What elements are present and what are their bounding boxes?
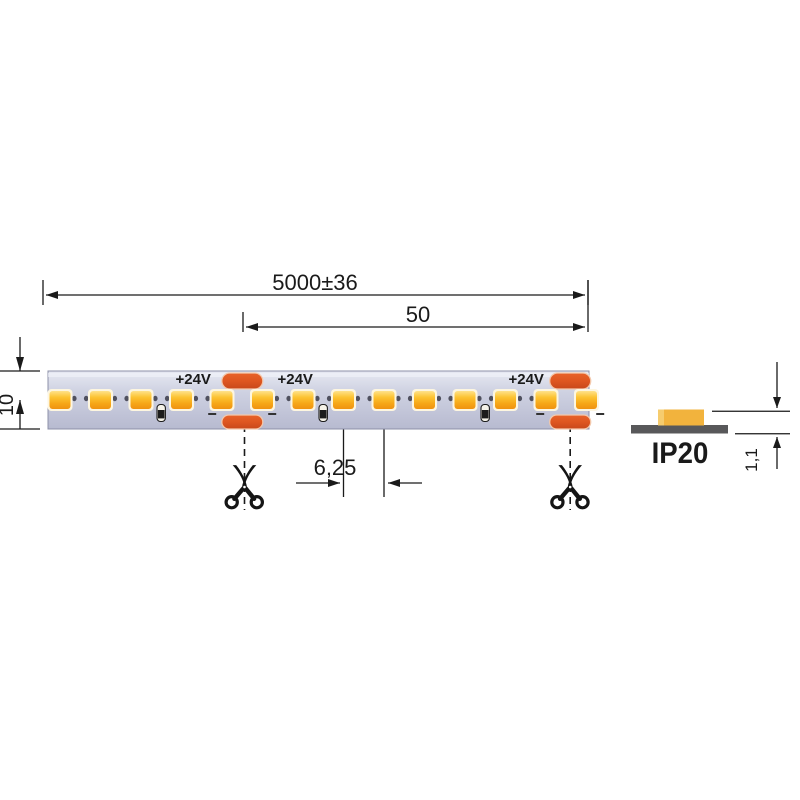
svg-text:+24V: +24V	[508, 371, 543, 388]
svg-text:5000±36: 5000±36	[272, 270, 358, 295]
svg-text:+24V: +24V	[277, 371, 312, 388]
svg-text:+24V: +24V	[175, 371, 210, 388]
svg-text:10: 10	[0, 394, 18, 416]
svg-text:IP20: IP20	[652, 437, 709, 470]
svg-text:1,1: 1,1	[742, 448, 761, 472]
svg-text:50: 50	[406, 302, 430, 327]
svg-text:6,25: 6,25	[314, 455, 357, 480]
